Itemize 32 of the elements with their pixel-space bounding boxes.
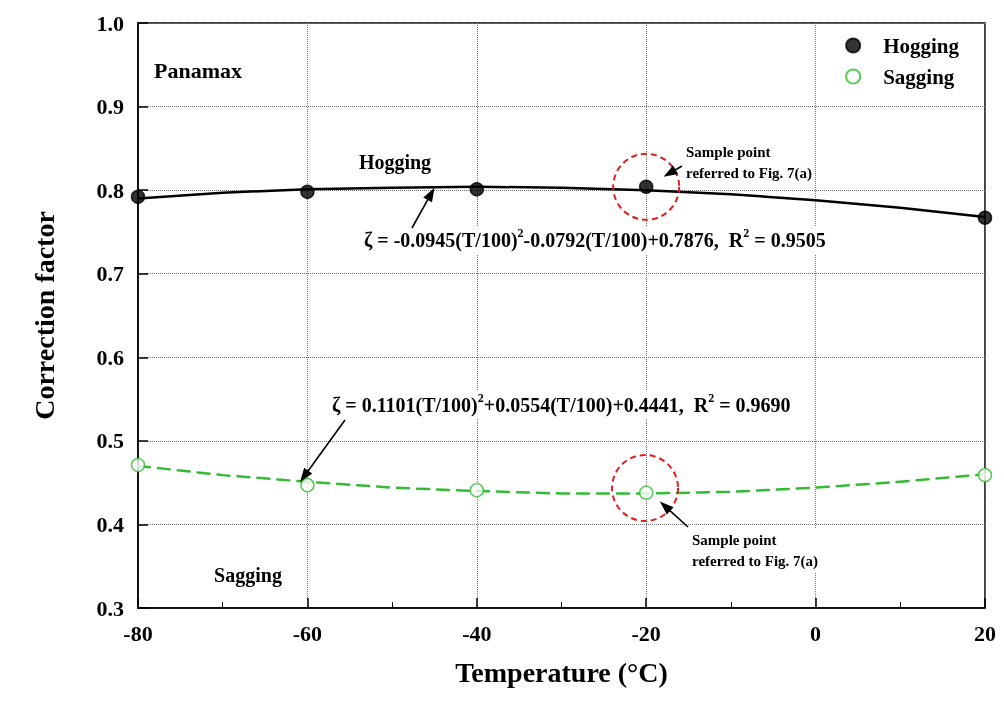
point: [469, 482, 485, 498]
y-tick-label: 1.0: [96, 10, 124, 36]
point: [977, 467, 993, 483]
annotation: Sample point referred to Fig. 7(a): [686, 143, 813, 182]
point: [638, 485, 654, 500]
legend-label: Sagging: [883, 64, 955, 89]
x-tick-label: -40: [462, 620, 492, 646]
point: [469, 182, 485, 197]
x-tick-label: 20: [974, 620, 996, 646]
annotation: Panamax: [154, 57, 242, 83]
y-tick-label: 0.9: [96, 94, 124, 120]
y-tick-label: 0.7: [96, 261, 124, 287]
y-tick-label: 0.6: [96, 344, 124, 370]
x-tick-label: -80: [123, 620, 153, 646]
y-tick-label: 0.5: [96, 428, 124, 454]
point: [130, 189, 146, 205]
x-tick-label: 0: [810, 620, 822, 646]
y-tick-label: 0.8: [96, 177, 124, 203]
y-tick-label: 0.3: [96, 595, 124, 621]
point: [300, 184, 315, 200]
y-tick-label: 0.4: [96, 511, 124, 537]
x-tick-label: -20: [631, 620, 661, 646]
y-axis-title: Correction factor: [28, 211, 60, 420]
x-tick-label: -60: [292, 620, 323, 646]
point: [130, 457, 146, 473]
point: [977, 210, 993, 225]
annotation: Sample point referred to Fig. 7(a): [692, 531, 819, 570]
annotation: Hogging: [358, 151, 432, 174]
x-axis-title: Temperature (°C): [455, 656, 668, 688]
point: [300, 477, 315, 493]
annotation: Sagging: [214, 564, 282, 587]
legend-label: Hogging: [883, 33, 960, 58]
